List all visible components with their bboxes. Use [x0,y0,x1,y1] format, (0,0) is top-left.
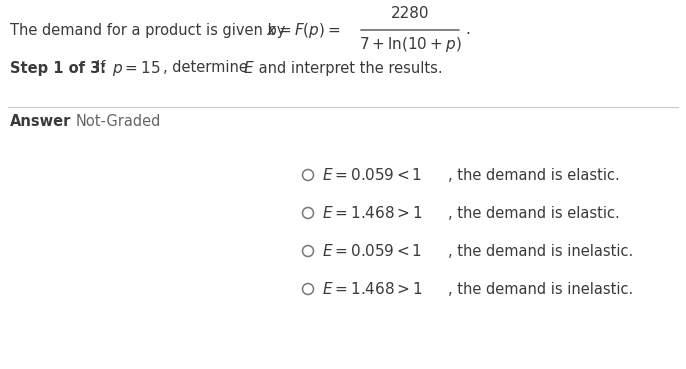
Text: $E$: $E$ [243,60,255,76]
Text: Step 1 of 3:: Step 1 of 3: [10,61,106,76]
Text: and interpret the results.: and interpret the results. [254,61,442,76]
Text: $E = 0.059 < 1$: $E = 0.059 < 1$ [322,167,422,183]
Text: .: . [465,23,470,38]
Text: If: If [96,61,110,76]
Text: , the demand is elastic.: , the demand is elastic. [448,168,619,183]
Text: $7 + \ln(10 + p)$: $7 + \ln(10 + p)$ [359,35,461,55]
Text: Not-Graded: Not-Graded [76,114,161,130]
Text: The demand for a product is given by: The demand for a product is given by [10,23,290,38]
Text: $x = F(p) =$: $x = F(p) =$ [266,21,340,39]
Text: $p = 15$: $p = 15$ [112,59,161,77]
Text: 2280: 2280 [391,6,429,21]
Text: $E = 1.468 > 1$: $E = 1.468 > 1$ [322,205,423,221]
Text: , the demand is elastic.: , the demand is elastic. [448,206,619,221]
Text: , determine: , determine [163,61,252,76]
Text: , the demand is inelastic.: , the demand is inelastic. [448,282,633,297]
Text: $E = 1.468 > 1$: $E = 1.468 > 1$ [322,281,423,297]
Text: Answer: Answer [10,114,71,130]
Text: $E = 0.059 < 1$: $E = 0.059 < 1$ [322,243,422,259]
Text: , the demand is inelastic.: , the demand is inelastic. [448,244,633,259]
